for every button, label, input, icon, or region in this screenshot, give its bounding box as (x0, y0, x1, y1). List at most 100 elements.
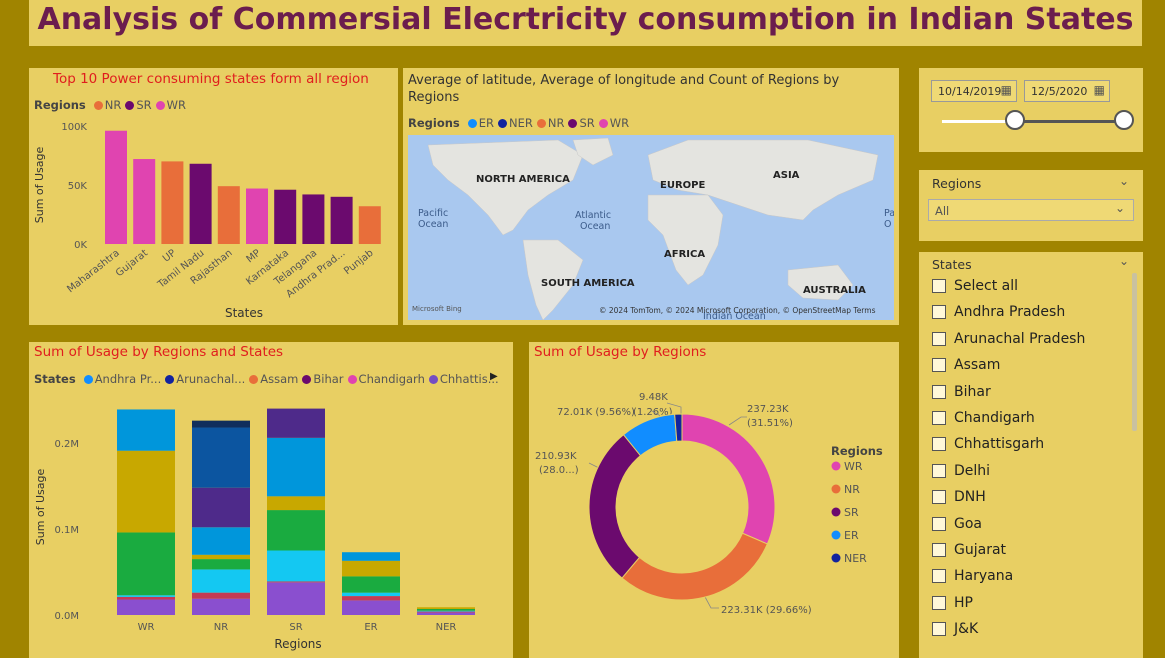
stack-segment-nr[interactable] (192, 569, 250, 593)
stack-segment-nr[interactable] (192, 554, 250, 560)
stack-segment-er[interactable] (342, 592, 400, 597)
stack-segment-er[interactable] (342, 596, 400, 601)
stack-segment-nr[interactable] (192, 527, 250, 555)
states-scrollbar[interactable] (1132, 273, 1137, 431)
stack-segment-ner[interactable] (417, 607, 475, 609)
stack-segment-ner[interactable] (417, 611, 475, 613)
state-option[interactable]: Chandigarh (932, 410, 1035, 426)
legend-next-arrow-icon[interactable]: ▶ (490, 371, 498, 382)
checkbox[interactable] (932, 384, 946, 399)
state-option-label: Goa (954, 515, 982, 532)
donut-slice-wr[interactable] (681, 413, 776, 545)
bar-maharashtra[interactable] (105, 130, 127, 244)
stack-segment-nr[interactable] (192, 487, 250, 528)
world-map[interactable]: NORTH AMERICA EUROPE ASIA AFRICA SOUTH A… (408, 135, 894, 320)
chevron-down-icon[interactable]: ⌄ (1119, 254, 1130, 268)
stack-segment-nr[interactable] (192, 420, 250, 428)
state-option[interactable]: Goa (932, 516, 982, 532)
checkbox[interactable] (932, 331, 946, 346)
stack-segment-sr[interactable] (267, 408, 325, 438)
date-slider-start-handle[interactable] (1004, 110, 1025, 130)
checkbox[interactable] (932, 411, 946, 425)
stack-segment-er[interactable] (342, 560, 400, 577)
legend-label: NER (844, 552, 867, 565)
checkbox[interactable] (932, 358, 946, 373)
donut-slice-nr[interactable] (621, 532, 768, 601)
stack-segment-sr[interactable] (267, 496, 325, 511)
bar-andhra-prad-[interactable] (330, 196, 353, 244)
state-option[interactable]: J&K (932, 621, 978, 637)
stack-segment-wr[interactable] (117, 596, 175, 600)
checkbox[interactable] (932, 463, 946, 478)
bar-gujarat[interactable] (133, 159, 156, 244)
stack-segment-nr[interactable] (192, 598, 250, 615)
stack-segment-sr[interactable] (267, 581, 325, 583)
stack-segment-ner[interactable] (417, 610, 475, 612)
state-option[interactable]: Arunachal Pradesh (932, 331, 1085, 347)
state-option[interactable]: HP (932, 595, 973, 611)
stack-segment-wr[interactable] (117, 595, 175, 597)
stack-segment-nr[interactable] (192, 427, 250, 488)
bar-mp[interactable] (246, 188, 268, 244)
checkbox[interactable] (932, 279, 946, 293)
checkbox[interactable] (932, 437, 946, 452)
date-slider-end-handle[interactable] (1114, 110, 1134, 130)
bar-rajasthan[interactable] (217, 186, 240, 244)
date-to-input[interactable]: 12/5/2020 ▦ (1024, 80, 1110, 102)
state-option[interactable]: Haryana (932, 568, 1013, 584)
donut-slice-ner[interactable] (674, 413, 683, 442)
stack-segment-sr[interactable] (267, 437, 325, 497)
checkbox[interactable] (932, 490, 946, 505)
stack-segment-nr[interactable] (192, 559, 250, 570)
state-option[interactable]: Gujarat (932, 542, 1006, 558)
stack-segment-sr[interactable] (267, 582, 325, 615)
donut-slice-sr[interactable] (588, 433, 642, 579)
date-from-input[interactable]: 10/14/2019 ▦ (931, 80, 1017, 102)
stack-segment-ner[interactable] (417, 608, 475, 611)
state-option[interactable]: Select all (932, 278, 1018, 294)
bar-telangana[interactable] (302, 194, 325, 244)
state-option[interactable]: Chhattisgarh (932, 436, 1044, 452)
calendar-icon[interactable]: ▦ (1093, 83, 1105, 97)
bar-karnataka[interactable] (274, 189, 297, 244)
checkbox[interactable] (932, 543, 946, 557)
x-tick-label: MP (245, 248, 263, 266)
checkbox[interactable] (932, 595, 946, 610)
bar-tamil-nadu[interactable] (189, 163, 212, 244)
stacked-chart[interactable]: Sum of Usage 0.2M 0.1M 0.0M Regions WR NR… (29, 395, 513, 655)
legend-dot-nr (93, 100, 103, 110)
stack-segment-wr[interactable] (117, 599, 175, 615)
checkbox[interactable] (932, 569, 946, 584)
calendar-icon[interactable]: ▦ (1000, 83, 1012, 97)
donut-chart[interactable]: 237.23K (31.51%) 223.31K (29.66%) 210.93… (529, 375, 899, 655)
legend-title: States (34, 372, 76, 386)
checkbox[interactable] (932, 622, 946, 637)
legend-label: ER (844, 529, 859, 542)
checkbox[interactable] (932, 516, 946, 531)
state-option[interactable]: Bihar (932, 384, 991, 400)
stack-segment-wr[interactable] (117, 409, 175, 451)
stack-segment-wr[interactable] (117, 450, 175, 533)
legend-label: Chandigarh (358, 372, 425, 386)
stack-segment-er[interactable] (342, 552, 400, 561)
stack-segment-sr[interactable] (267, 550, 325, 582)
state-option[interactable]: Andhra Pradesh (932, 304, 1065, 320)
bar-up[interactable] (161, 161, 184, 244)
regions-dropdown[interactable]: All ⌄ (928, 199, 1134, 221)
data-label-ner-pct: (1.26%) (633, 407, 673, 418)
chevron-down-icon[interactable]: ⌄ (1119, 174, 1130, 188)
top10-panel[interactable] (29, 68, 398, 325)
stack-segment-ner[interactable] (417, 612, 475, 615)
top10-chart[interactable]: Sum of Usage 100K 50K 0K States Maharash… (29, 115, 398, 325)
stack-segment-sr[interactable] (267, 510, 325, 551)
states-slicer-panel[interactable] (919, 252, 1143, 658)
checkbox[interactable] (932, 305, 946, 320)
state-option[interactable]: DNH (932, 489, 986, 505)
state-option[interactable]: Delhi (932, 463, 990, 479)
state-option[interactable]: Assam (932, 357, 1000, 373)
stack-segment-er[interactable] (342, 576, 400, 593)
stack-segment-er[interactable] (342, 600, 400, 615)
bar-punjab[interactable] (358, 206, 381, 244)
stack-segment-nr[interactable] (192, 592, 250, 599)
stack-segment-wr[interactable] (117, 532, 175, 596)
